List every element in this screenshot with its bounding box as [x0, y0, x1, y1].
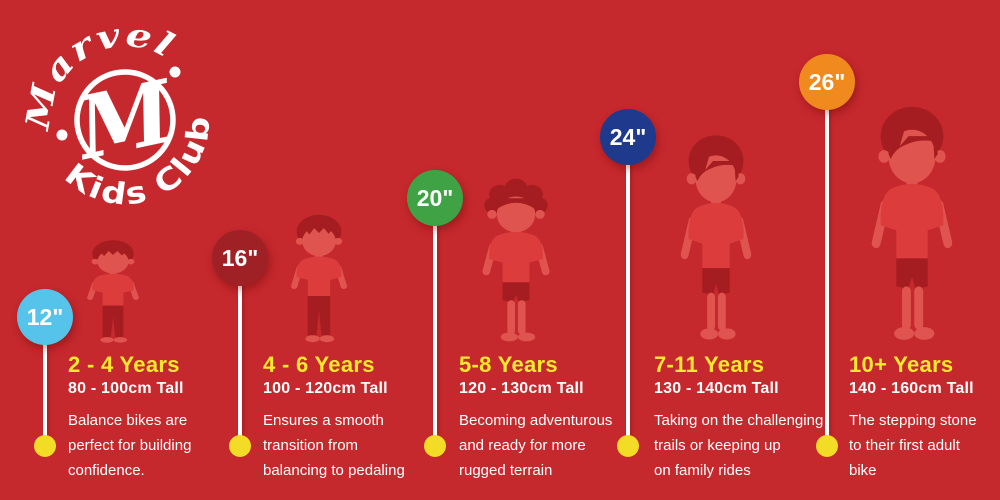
marvel-kids-club-logo: M Marvel Kids Club — [17, 14, 216, 213]
age-range: 7-11 Years — [654, 352, 765, 377]
logo-dot-left — [56, 129, 68, 141]
logo-dot-right — [169, 66, 181, 78]
size-column-20: 5-8 Years 120 - 130cm Tall Becoming adve… — [459, 352, 659, 483]
height-range: 100 - 120cm Tall — [263, 380, 388, 397]
height-range: 120 - 130cm Tall — [459, 380, 584, 397]
description: Ensures a smooth transition from balanci… — [263, 412, 405, 479]
age-range: 2 - 4 Years — [68, 352, 180, 377]
wheel-size-badge-24: 24" — [600, 109, 656, 165]
height-range: 130 - 140cm Tall — [654, 380, 779, 397]
kid-figure-big — [667, 132, 765, 344]
description: Becoming adventurous and ready for more … — [459, 412, 613, 479]
description: Taking on the challenging trails or keep… — [654, 412, 824, 479]
marker-stem — [238, 258, 242, 446]
logo-monogram: M — [65, 61, 185, 181]
description: The stepping stone to their first adult … — [849, 412, 977, 479]
wheel-size-label: 12" — [26, 303, 64, 330]
marker-stem — [626, 137, 630, 446]
kid-figure-curly — [468, 175, 564, 345]
size-column-16: 4 - 6 Years 100 - 120cm Tall Ensures a s… — [263, 352, 463, 483]
age-range: 10+ Years — [849, 352, 954, 377]
logo-ring — [74, 69, 176, 171]
wheel-size-label: 20" — [416, 184, 454, 211]
wheel-size-label: 16" — [221, 244, 259, 271]
wheel-size-badge-26: 26" — [799, 54, 855, 110]
kid-figure-teen — [856, 103, 968, 345]
wheel-size-badge-12: 12" — [17, 289, 73, 345]
wheel-size-label: 24" — [609, 123, 647, 150]
height-range: 80 - 100cm Tall — [68, 380, 184, 397]
stem-end-dot — [816, 435, 838, 457]
wheel-size-badge-16: 16" — [212, 230, 268, 286]
stem-end-dot — [34, 435, 56, 457]
marker-stem — [43, 317, 47, 446]
marker-stem — [433, 198, 437, 446]
size-column-24: 7-11 Years 130 - 140cm Tall Taking on th… — [654, 352, 854, 483]
stem-end-dot — [617, 435, 639, 457]
marker-stem — [825, 82, 829, 446]
size-column-12: 2 - 4 Years 80 - 100cm Tall Balance bike… — [68, 352, 268, 483]
height-range: 140 - 160cm Tall — [849, 380, 974, 397]
wheel-size-label: 26" — [808, 68, 846, 95]
kid-figure-toddler — [76, 238, 150, 345]
stem-end-dot — [229, 435, 251, 457]
kid-figure-small — [279, 212, 359, 345]
stem-end-dot — [424, 435, 446, 457]
description: Balance bikes are perfect for building c… — [68, 412, 192, 479]
age-range: 4 - 6 Years — [263, 352, 375, 377]
size-column-26: 10+ Years 140 - 160cm Tall The stepping … — [849, 352, 1000, 483]
age-range: 5-8 Years — [459, 352, 558, 377]
wheel-size-badge-20: 20" — [407, 170, 463, 226]
